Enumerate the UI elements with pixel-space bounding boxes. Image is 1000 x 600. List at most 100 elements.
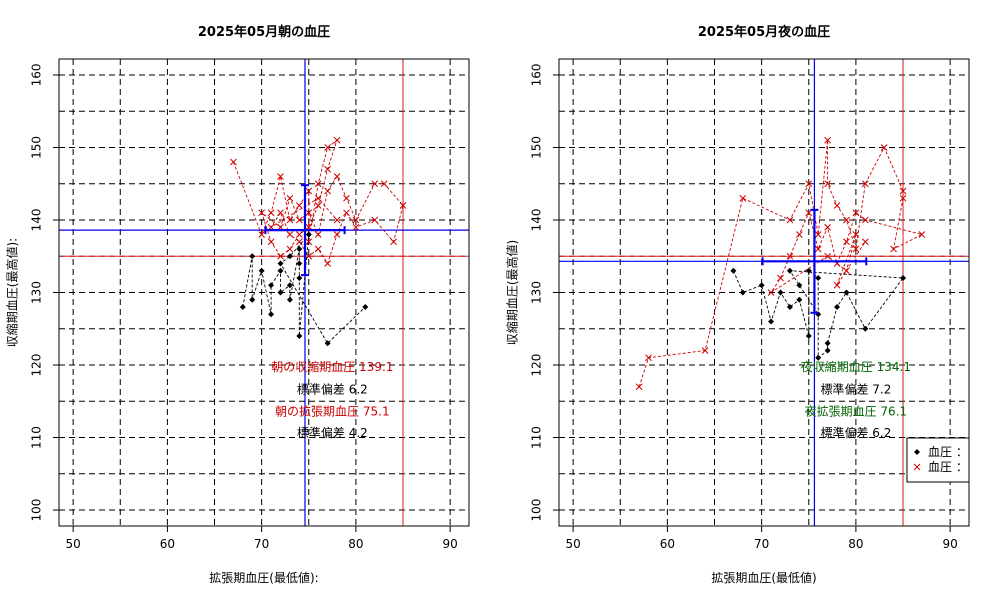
data-point-x xyxy=(324,260,331,267)
data-point-x xyxy=(795,231,803,238)
data-point-x xyxy=(805,180,813,188)
data-point-x xyxy=(286,231,294,238)
data-point-x xyxy=(852,245,860,253)
data-point-diamond xyxy=(786,267,793,274)
y-tick-label: 130 xyxy=(530,281,544,304)
y-tick-label: 150 xyxy=(530,136,544,159)
annotation-text: 夜収縮期血圧 134.1 xyxy=(801,359,911,374)
data-point-diamond xyxy=(249,296,256,303)
series-line-1 xyxy=(638,140,924,387)
legend-marker-diamond xyxy=(914,449,920,455)
x-axis-label: 拡張期血圧(最低値): xyxy=(209,570,318,585)
data-point-diamond xyxy=(862,325,869,332)
data-point-x xyxy=(305,238,313,246)
chart-panel-2: 夜収縮期血圧 134.1 標準偏差 7.2 夜拡張期血圧 76.1 標準偏差 6.2 5… xyxy=(505,24,970,585)
data-point-x xyxy=(843,216,850,224)
data-point-x xyxy=(333,231,341,238)
data-point-x xyxy=(314,180,322,188)
data-point-x xyxy=(861,238,869,246)
legend-box xyxy=(906,437,970,483)
y-tick-label: 130 xyxy=(30,281,44,304)
y-tick-label: 140 xyxy=(530,209,544,232)
data-point-x xyxy=(371,180,379,188)
data-point-diamond xyxy=(796,282,803,289)
data-point-diamond xyxy=(249,253,256,260)
data-point-x xyxy=(258,231,265,238)
legend-label: 血圧 ： xyxy=(928,445,968,459)
data-point-x xyxy=(314,245,322,253)
data-point-diamond xyxy=(824,340,831,347)
annotation-text: 標準偏差 6.2 xyxy=(820,425,891,440)
data-point-x xyxy=(371,216,379,224)
chart-title: 2025年05月夜の血圧 xyxy=(698,24,830,40)
data-point-x xyxy=(833,202,841,209)
data-point-diamond xyxy=(805,267,812,274)
data-point-x xyxy=(324,187,331,195)
y-tick-label: 100 xyxy=(530,499,544,522)
data-point-x xyxy=(277,252,284,260)
y-tick-label: 110 xyxy=(530,426,544,449)
data-point-diamond xyxy=(815,354,822,361)
data-point-x xyxy=(861,180,869,188)
data-point-diamond xyxy=(768,318,775,325)
data-point-x xyxy=(230,158,237,166)
y-tick-label: 120 xyxy=(530,354,544,377)
data-point-x xyxy=(852,209,860,217)
annotation-text: 夜拡張期血圧 76.1 xyxy=(805,403,908,418)
data-point-x xyxy=(880,144,888,151)
data-point-diamond xyxy=(777,289,784,296)
x-tick-label: 50 xyxy=(565,537,580,551)
data-point-diamond xyxy=(286,282,293,289)
data-point-diamond xyxy=(277,289,284,296)
data-point-x xyxy=(286,245,294,253)
data-point-diamond xyxy=(324,340,331,347)
y-tick-label: 160 xyxy=(30,64,44,87)
y-tick-label: 100 xyxy=(30,499,44,522)
data-point-diamond xyxy=(786,304,793,311)
data-point-diamond xyxy=(730,267,737,274)
data-point-x xyxy=(277,173,284,180)
x-tick-label: 50 xyxy=(65,537,80,551)
data-point-x xyxy=(814,245,822,253)
data-point-x xyxy=(267,209,275,217)
data-point-x xyxy=(333,216,341,224)
annotation-text: 朝の収縮期血圧 139.1 xyxy=(271,359,393,374)
x-tick-label: 60 xyxy=(660,537,675,551)
data-point-x xyxy=(786,216,794,224)
data-point-x xyxy=(399,202,407,209)
y-tick-label: 150 xyxy=(30,136,44,159)
data-point-x xyxy=(314,231,322,238)
data-point-x xyxy=(333,173,341,180)
data-point-x xyxy=(918,231,926,238)
data-point-diamond xyxy=(758,282,765,289)
data-point-diamond xyxy=(277,260,284,267)
data-point-diamond xyxy=(305,231,312,238)
x-tick-label: 70 xyxy=(754,537,769,551)
data-point-x xyxy=(305,209,313,217)
data-point-x xyxy=(767,289,775,296)
data-point-x xyxy=(333,136,341,144)
data-point-x xyxy=(295,238,303,246)
data-point-x xyxy=(843,238,850,246)
data-point-x xyxy=(380,180,388,188)
data-point-x xyxy=(824,223,831,231)
data-point-x xyxy=(739,194,747,202)
data-point-x xyxy=(645,354,652,362)
data-point-x xyxy=(295,202,303,209)
y-tick-label: 140 xyxy=(30,209,44,232)
data-point-x xyxy=(824,252,831,260)
x-tick-label: 60 xyxy=(160,537,175,551)
data-point-x xyxy=(899,194,907,202)
data-point-x xyxy=(352,216,360,224)
data-point-x xyxy=(833,281,841,289)
data-point-x xyxy=(343,194,350,202)
chart-panel-1: 朝の収縮期血圧 139.1 標準偏差 6.2 朝の拡張期血圧 75.1 標準偏差 4.… xyxy=(5,24,470,585)
data-point-diamond xyxy=(286,253,293,260)
legend-marker-x xyxy=(913,463,921,471)
data-point-diamond xyxy=(268,282,275,289)
data-point-diamond xyxy=(805,333,812,340)
data-point-diamond xyxy=(843,289,850,296)
data-point-diamond xyxy=(834,304,841,311)
y-tick-label: 160 xyxy=(530,64,544,87)
